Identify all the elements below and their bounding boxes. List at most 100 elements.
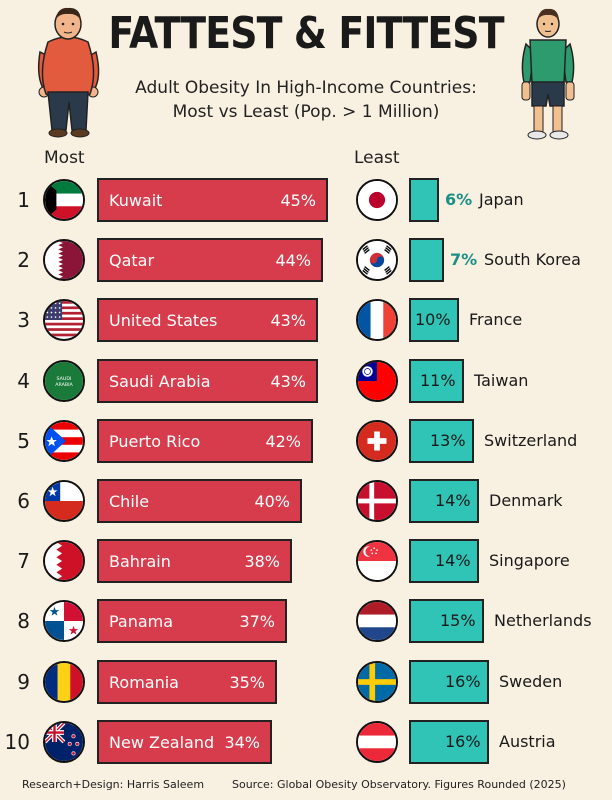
denmark-flag-icon [356,480,398,522]
least-value-label: 7% [450,250,478,270]
least-country-label: Austria [499,731,556,751]
romania-flag-icon [43,660,85,703]
least-value-label: 16% [445,731,481,751]
least-value-label: 10% [415,310,451,330]
france-flag-icon [356,299,398,342]
most-bar: Panama 37% [97,599,287,644]
footer-source: Source: Global Obesity Observatory. Figu… [232,778,566,791]
most-value-label: 35% [229,672,265,692]
south-korea-flag-icon [356,239,398,282]
most-country-label: Kuwait [109,191,163,210]
least-value-label: 13% [430,430,466,450]
least-country-label: Japan [479,190,524,209]
least-country-label: Switzerland [484,430,578,450]
most-bar: Puerto Rico 42% [97,418,313,463]
least-bar [409,599,484,644]
least-bar [409,659,489,704]
subtitle-line-1: Adult Obesity In High-Income Countries: [135,78,477,98]
sweden-flag-icon [356,660,398,703]
qatar-flag-icon [43,239,85,282]
most-value-label: 45% [280,191,316,210]
most-value-label: 34% [224,732,260,752]
most-value-label: 42% [265,431,301,451]
most-bar: Romania 35% [97,659,277,704]
most-country-label: New Zealand [109,732,215,752]
rank-number: 4 [17,368,30,393]
rank-number: 6 [17,489,30,513]
saudi-flag-text-2: ARABIA [55,381,73,387]
most-country-label: Chile [109,492,150,511]
column-heading-most: Most [44,148,85,168]
most-country-label: Panama [109,612,174,632]
least-bar [409,178,439,222]
taiwan-flag-icon [356,359,398,402]
most-country-label: Bahrain [109,552,171,572]
footer-credit: Research+Design: Harris Saleem [22,778,205,791]
least-country-label: France [469,310,523,330]
most-bar: Saudi Arabia 43% [97,358,318,403]
most-bar: United States 43% [97,298,318,343]
least-bar [409,539,479,584]
least-value-label: 15% [440,611,476,631]
least-value-label: 14% [435,551,471,571]
most-value-label: 43% [270,311,306,331]
singapore-flag-icon [356,540,398,583]
austria-flag-icon [356,720,398,763]
most-value-label: 37% [239,612,275,632]
saudi-arabia-flag-icon: SAUDI ARABIA [43,359,85,402]
rank-number: 7 [17,549,30,574]
least-bar [409,298,459,343]
saudi-flag-text-1: SAUDI [57,376,72,382]
most-value-label: 44% [275,251,311,271]
overweight-person-illustration [37,7,100,138]
rank-number: 9 [17,669,30,694]
most-bar: Kuwait 45% [97,178,328,222]
most-value-label: 40% [254,492,290,511]
least-country-label: Taiwan [474,370,529,390]
least-bar [409,418,474,463]
subtitle-line-2: Most vs Least (Pop. > 1 Million) [172,102,440,122]
least-bar [409,719,489,764]
least-country-label: Denmark [489,491,563,510]
switzerland-flag-icon [356,419,398,462]
most-country-label: Romania [109,672,179,692]
rank-number: 3 [17,308,30,333]
least-country-label: Netherlands [494,611,592,631]
least-bar [409,479,479,523]
kuwait-flag-icon [43,179,85,221]
most-country-label: United States [109,311,218,331]
netherlands-flag-icon [356,600,398,643]
chile-flag-icon [43,480,85,522]
least-country-label: Sweden [499,671,563,691]
bahrain-flag-icon [43,540,85,583]
panama-flag-icon [43,600,85,643]
japan-flag-icon [356,179,398,221]
rank-number: 2 [17,248,30,273]
rank-number: 10 [4,729,30,754]
fit-person-illustration [521,8,575,140]
rank-number: 5 [17,428,30,453]
least-value-label: 6% [445,190,473,209]
most-bar: Chile 40% [97,479,302,523]
most-country-label: Saudi Arabia [109,371,211,391]
least-value-label: 11% [420,370,456,390]
least-value-label: 16% [445,671,481,691]
least-country-label: Singapore [489,551,570,571]
most-country-label: Puerto Rico [109,431,201,451]
page-title: FATTEST & FITTEST [108,8,504,59]
most-bar: Bahrain 38% [97,539,292,584]
most-country-label: Qatar [109,251,155,271]
most-bar: Qatar 44% [97,238,323,283]
most-value-label: 38% [244,552,280,572]
least-bar [409,238,444,283]
puerto-rico-flag-icon [43,419,85,462]
least-country-label: South Korea [484,250,581,270]
rank-number: 1 [17,188,30,212]
column-heading-least: Least [354,148,400,168]
least-bar [409,358,464,403]
most-bar: New Zealand 34% [97,719,272,764]
rank-number: 8 [17,609,30,634]
least-value-label: 14% [435,491,471,510]
new-zealand-flag-icon [43,720,85,763]
usa-flag-icon [43,299,85,342]
